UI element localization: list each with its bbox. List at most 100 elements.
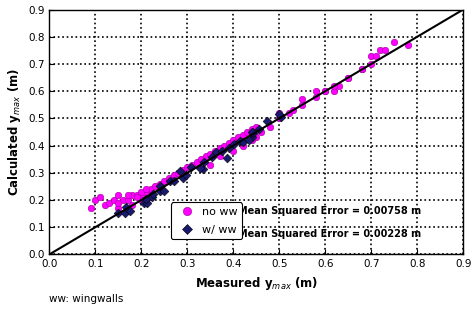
- Point: [87, 206, 94, 211]
- X-axis label: Measured y$_{max}$ (m): Measured y$_{max}$ (m): [194, 275, 317, 292]
- Point: [197, 157, 205, 162]
- Point: [357, 67, 365, 72]
- Point: [312, 89, 319, 94]
- Point: [238, 132, 246, 137]
- Point: [263, 119, 270, 124]
- Point: [142, 201, 150, 206]
- Point: [122, 205, 129, 210]
- Point: [114, 211, 121, 216]
- Point: [148, 195, 155, 200]
- Point: [114, 200, 122, 205]
- Point: [229, 148, 237, 153]
- Point: [254, 127, 262, 132]
- Point: [206, 162, 214, 167]
- Point: [211, 148, 218, 153]
- Point: [223, 155, 230, 160]
- Point: [248, 135, 255, 140]
- Point: [147, 195, 154, 200]
- Point: [357, 67, 365, 72]
- Point: [187, 165, 194, 170]
- Point: [249, 131, 257, 136]
- Point: [114, 192, 122, 197]
- Point: [188, 162, 195, 167]
- Point: [266, 124, 273, 129]
- Point: [344, 75, 351, 80]
- Point: [147, 186, 154, 192]
- Point: [156, 183, 163, 188]
- Point: [248, 127, 255, 132]
- Point: [367, 53, 374, 58]
- Point: [91, 198, 99, 203]
- Point: [105, 200, 113, 205]
- Point: [208, 155, 216, 160]
- Point: [335, 83, 342, 88]
- Point: [128, 203, 136, 208]
- Point: [390, 40, 397, 45]
- Point: [110, 198, 118, 203]
- Point: [248, 138, 255, 143]
- Point: [215, 146, 223, 151]
- Point: [182, 173, 189, 178]
- Point: [170, 178, 178, 183]
- Point: [403, 43, 411, 48]
- Point: [234, 135, 241, 140]
- Point: [248, 129, 256, 135]
- Point: [201, 154, 209, 159]
- Point: [330, 89, 337, 94]
- Point: [367, 61, 374, 66]
- Point: [275, 110, 283, 115]
- Point: [133, 195, 140, 200]
- Point: [238, 140, 246, 145]
- Point: [133, 192, 140, 197]
- Point: [100, 203, 108, 208]
- Point: [225, 140, 232, 145]
- Point: [183, 165, 191, 170]
- Point: [156, 188, 163, 193]
- Point: [218, 148, 225, 153]
- Text: Mean Squared Error = 0.00758 m: Mean Squared Error = 0.00758 m: [237, 207, 420, 216]
- Point: [126, 208, 134, 213]
- Point: [344, 75, 351, 80]
- Point: [238, 143, 246, 148]
- Point: [159, 188, 167, 193]
- Text: Mean Squared Error = 0.00228 m: Mean Squared Error = 0.00228 m: [237, 228, 420, 238]
- Point: [137, 189, 145, 194]
- Point: [215, 154, 223, 159]
- Point: [236, 139, 243, 144]
- Point: [124, 192, 131, 197]
- Point: [252, 124, 259, 129]
- Point: [137, 198, 145, 203]
- Point: [169, 173, 177, 178]
- Point: [179, 175, 187, 180]
- Point: [114, 206, 122, 211]
- Point: [142, 189, 149, 194]
- Point: [96, 195, 104, 200]
- Point: [149, 191, 157, 196]
- Point: [298, 102, 306, 107]
- Point: [206, 151, 214, 156]
- Point: [298, 97, 306, 102]
- Point: [211, 149, 219, 154]
- Point: [252, 135, 259, 140]
- Point: [321, 89, 328, 94]
- Point: [243, 129, 250, 135]
- Point: [277, 114, 285, 119]
- Point: [198, 167, 206, 172]
- Point: [174, 170, 182, 175]
- Point: [119, 198, 127, 203]
- Point: [121, 211, 129, 216]
- Point: [245, 137, 252, 142]
- Point: [178, 168, 186, 173]
- Point: [147, 192, 154, 197]
- Point: [229, 138, 237, 143]
- Point: [376, 48, 384, 53]
- Point: [176, 168, 183, 173]
- Y-axis label: Calculated y$_{max}$ (m): Calculated y$_{max}$ (m): [6, 68, 22, 196]
- Point: [257, 129, 264, 135]
- Text: ww: wingwalls: ww: wingwalls: [50, 294, 124, 303]
- Point: [156, 181, 163, 186]
- Point: [220, 143, 228, 148]
- Point: [124, 198, 131, 203]
- Point: [330, 83, 337, 88]
- Point: [166, 178, 173, 183]
